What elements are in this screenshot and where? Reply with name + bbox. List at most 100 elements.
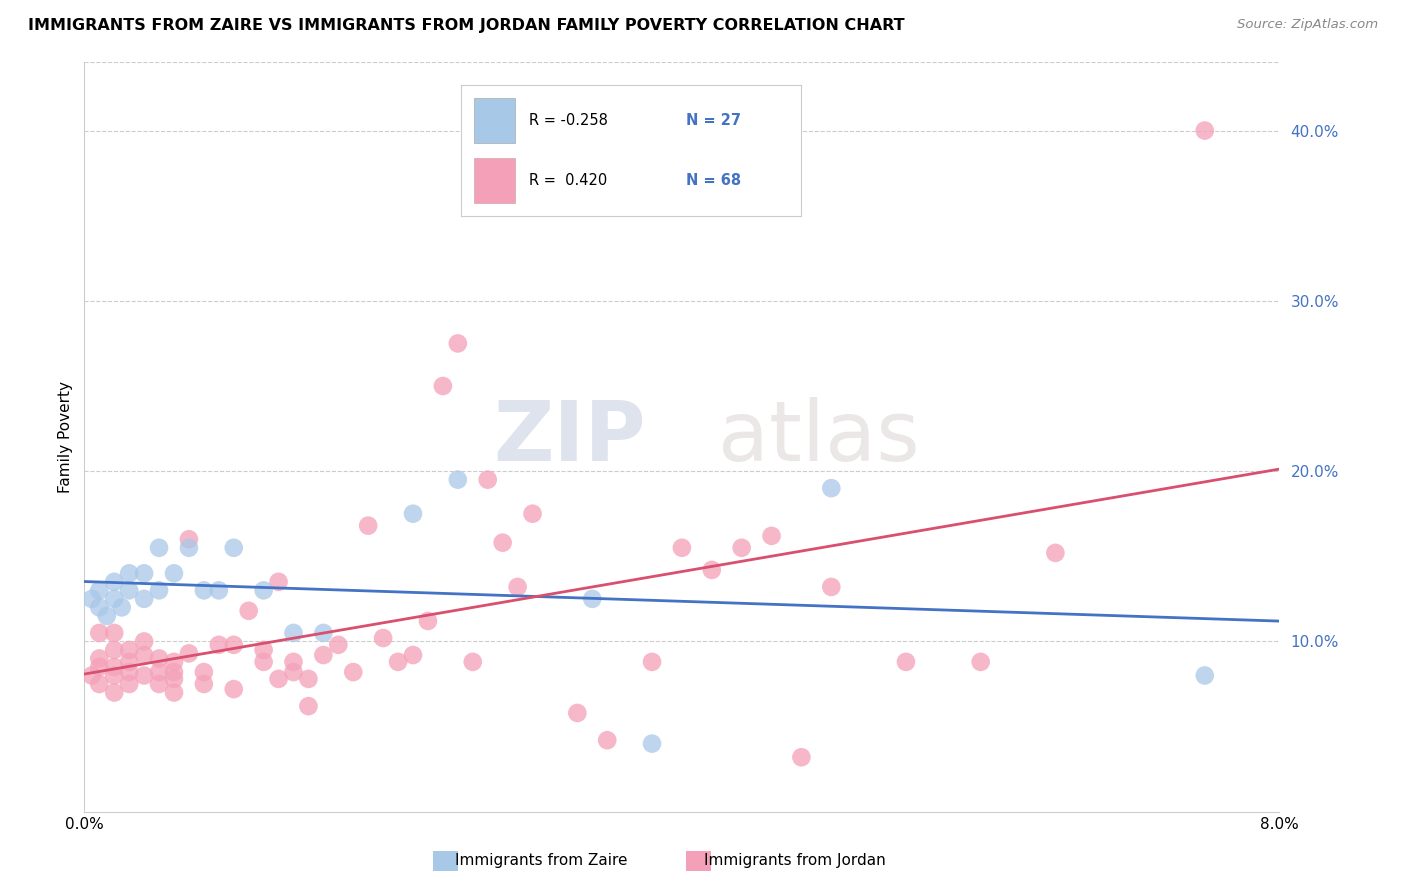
- Point: [103, 626, 125, 640]
- Text: atlas: atlas: [718, 397, 920, 477]
- Point: [103, 660, 125, 674]
- Y-axis label: Family Poverty: Family Poverty: [58, 381, 73, 493]
- Point: [567, 706, 589, 720]
- Point: [253, 583, 276, 598]
- Point: [118, 583, 141, 598]
- Point: [148, 677, 170, 691]
- Point: [177, 541, 200, 555]
- Point: [89, 677, 111, 691]
- Point: [402, 507, 425, 521]
- Point: [820, 580, 842, 594]
- Point: [267, 574, 290, 589]
- Point: [790, 750, 813, 764]
- Point: [461, 655, 484, 669]
- Point: [522, 507, 544, 521]
- Point: [89, 660, 111, 674]
- Point: [118, 566, 141, 581]
- Point: [89, 651, 111, 665]
- Point: [80, 668, 103, 682]
- Point: [506, 580, 529, 594]
- Point: [103, 574, 125, 589]
- Point: [416, 614, 439, 628]
- Point: [671, 541, 693, 555]
- Point: [312, 626, 335, 640]
- Point: [297, 699, 319, 714]
- Point: [177, 646, 200, 660]
- Point: [283, 626, 305, 640]
- Point: [492, 535, 515, 549]
- Point: [118, 677, 141, 691]
- Point: [447, 473, 470, 487]
- Point: [163, 655, 186, 669]
- Text: IMMIGRANTS FROM ZAIRE VS IMMIGRANTS FROM JORDAN FAMILY POVERTY CORRELATION CHART: IMMIGRANTS FROM ZAIRE VS IMMIGRANTS FROM…: [28, 18, 904, 33]
- Point: [103, 668, 125, 682]
- Point: [193, 583, 215, 598]
- Point: [132, 634, 156, 648]
- Point: [148, 665, 170, 679]
- Point: [163, 672, 186, 686]
- Point: [373, 631, 395, 645]
- Point: [387, 655, 409, 669]
- Text: Source: ZipAtlas.com: Source: ZipAtlas.com: [1237, 18, 1378, 31]
- Point: [118, 655, 141, 669]
- Point: [970, 655, 993, 669]
- Point: [103, 685, 125, 699]
- Point: [402, 648, 425, 662]
- Point: [253, 643, 276, 657]
- Point: [163, 665, 186, 679]
- Point: [581, 591, 603, 606]
- Point: [283, 665, 305, 679]
- Point: [148, 583, 170, 598]
- Point: [1045, 546, 1067, 560]
- Text: Immigrants from Zaire: Immigrants from Zaire: [456, 854, 627, 868]
- Point: [342, 665, 364, 679]
- Point: [596, 733, 619, 747]
- Point: [238, 604, 260, 618]
- Point: [80, 591, 103, 606]
- Point: [208, 583, 231, 598]
- Point: [103, 591, 125, 606]
- Point: [193, 677, 215, 691]
- Point: [820, 481, 842, 495]
- Point: [432, 379, 454, 393]
- Point: [297, 672, 319, 686]
- Text: ZIP: ZIP: [494, 397, 647, 477]
- Point: [111, 600, 134, 615]
- Point: [96, 608, 118, 623]
- Point: [103, 643, 125, 657]
- Point: [118, 665, 141, 679]
- Point: [193, 665, 215, 679]
- Point: [312, 648, 335, 662]
- Point: [447, 336, 470, 351]
- Point: [222, 682, 245, 697]
- Point: [894, 655, 917, 669]
- Point: [267, 672, 290, 686]
- Point: [283, 655, 305, 669]
- Point: [118, 643, 141, 657]
- Point: [253, 655, 276, 669]
- Point: [177, 533, 200, 547]
- Point: [700, 563, 723, 577]
- Point: [641, 655, 664, 669]
- Point: [641, 737, 664, 751]
- Point: [163, 566, 186, 581]
- Point: [148, 541, 170, 555]
- Point: [222, 638, 245, 652]
- Point: [357, 518, 380, 533]
- Point: [1194, 123, 1216, 137]
- Point: [89, 583, 111, 598]
- Point: [222, 541, 245, 555]
- Point: [132, 668, 156, 682]
- Point: [761, 529, 783, 543]
- Point: [132, 591, 156, 606]
- Point: [132, 566, 156, 581]
- Point: [148, 651, 170, 665]
- Point: [163, 685, 186, 699]
- Point: [477, 473, 499, 487]
- Point: [89, 626, 111, 640]
- Point: [89, 600, 111, 615]
- Text: Immigrants from Jordan: Immigrants from Jordan: [703, 854, 886, 868]
- Point: [731, 541, 754, 555]
- Point: [132, 648, 156, 662]
- Point: [328, 638, 350, 652]
